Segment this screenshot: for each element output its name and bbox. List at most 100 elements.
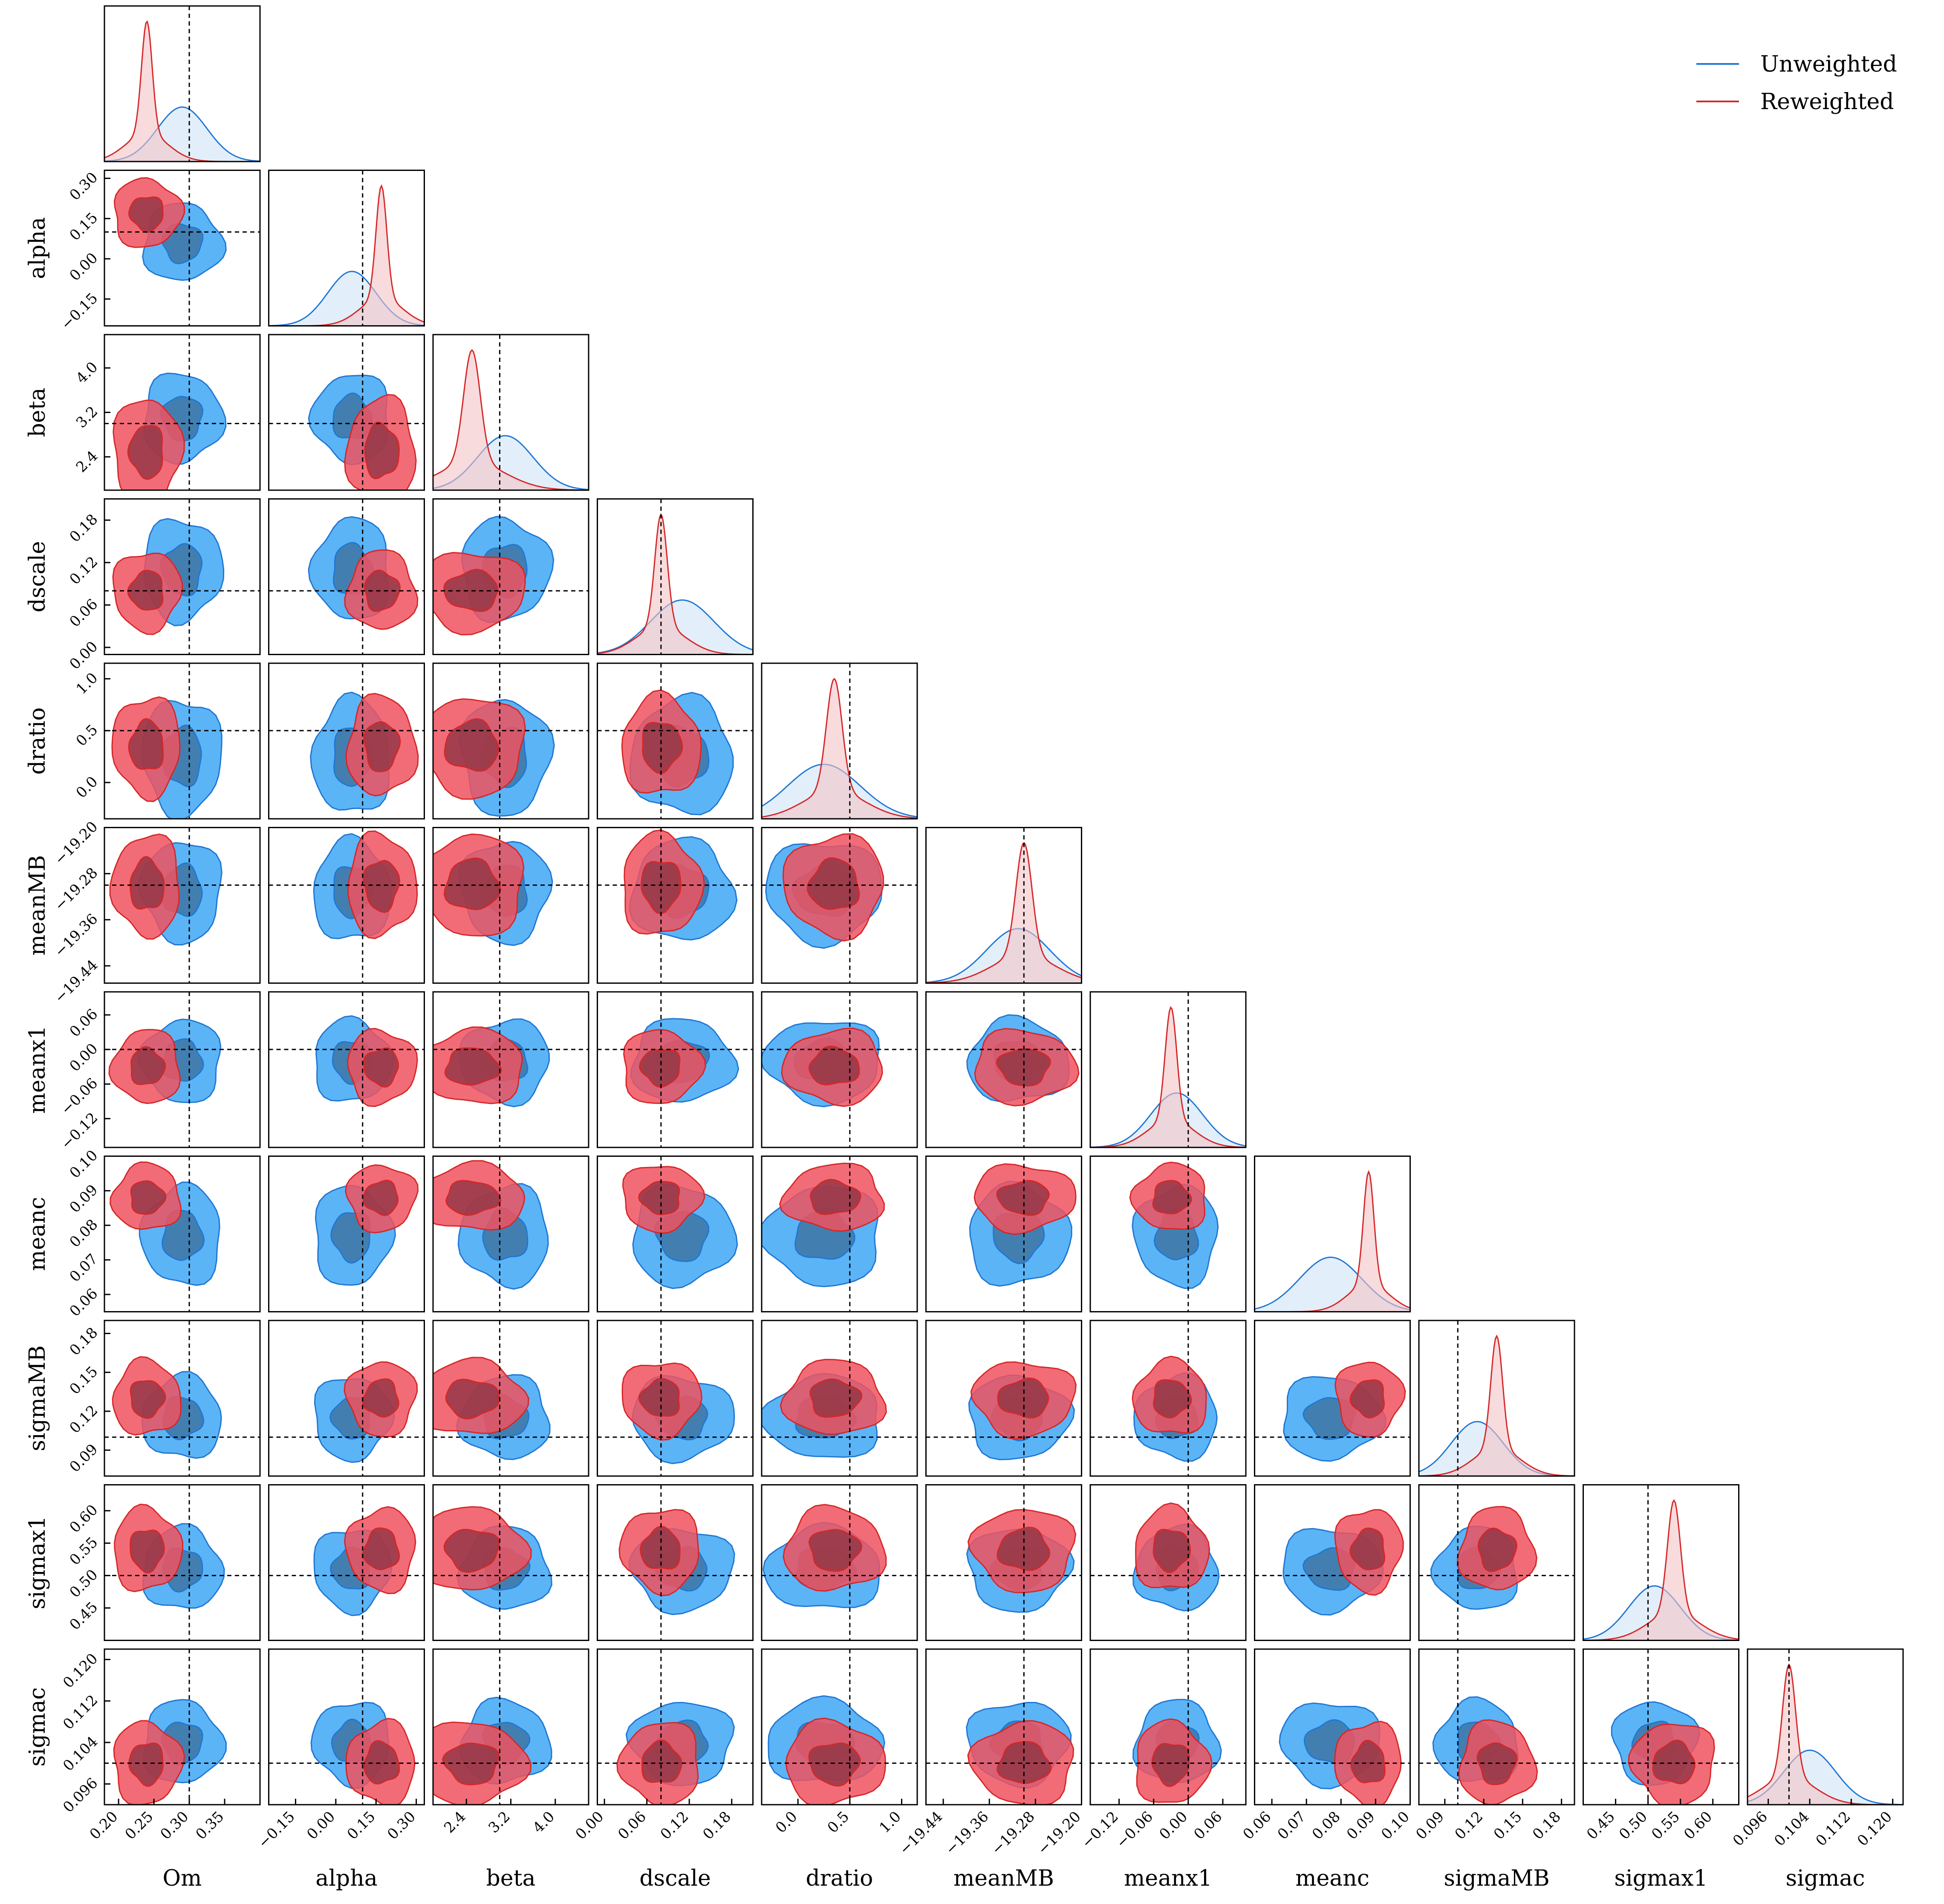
panel-frame [1747,1648,1904,1806]
contour-inner-reweighted [806,857,860,910]
marginal-fill-reweighted-dscale [597,514,753,655]
xtick-label: 0.096 [1730,1808,1771,1849]
contour-inner-reweighted [638,1378,680,1417]
panel-sigmac-vs-beta: 2.4 3.2 4.0 beta [432,1648,589,1891]
panel-frame [925,1648,1082,1806]
xaxis-label-meanmb: meanMB [953,1866,1054,1891]
marginal-curve-reweighted-beta [433,349,589,490]
contour-inner-reweighted [444,718,500,772]
contour-inner-reweighted [444,1047,502,1086]
marginal-fill-reweighted-sigmac [1748,1664,1903,1805]
panel-frame [597,827,754,984]
contour-inner-reweighted [638,1049,681,1088]
contour-inner-reweighted [1349,1527,1386,1571]
panel-meanx1-vs-om: −0.12−0.060.000.06 meanx1 [25,991,261,1153]
panel-sigmamb-vs-meanc [1254,1320,1411,1477]
xtick-label: 0.06 [1240,1808,1275,1843]
xtick-label: −0.15 [255,1808,298,1852]
panel-frame [432,1320,589,1477]
panel-frame [1254,1320,1411,1477]
contour-inner-reweighted [130,1529,165,1574]
ytick-label: 0.06 [66,595,101,630]
panel-sigmax1-vs-sigmamb [1418,1484,1575,1641]
xtick-label: −19.20 [1034,1808,1084,1858]
xtick-label: 1.0 [876,1808,904,1837]
xtick-label: 0.55 [1648,1808,1683,1843]
contour-inner-reweighted [642,722,683,774]
marginal-curve-reweighted-meanmb [926,842,1082,983]
contour-inner-reweighted [128,196,164,233]
panel-dscale-vs-beta [432,498,589,655]
contour-inner-reweighted [363,1047,399,1088]
panel-meanc-vs-meanmb [925,1156,1082,1312]
contour-inner-reweighted [1349,1379,1385,1419]
contour-inner-reweighted [364,421,400,480]
panel-sigmax1-vs-meanx1 [1089,1484,1247,1641]
panel-meanx1-vs-dscale [597,991,754,1148]
panel-sigmac-vs-sigmac: 0.096 0.104 0.112 0.120 sigmac [1730,1648,1904,1891]
panel-sigmac-vs-dscale: 0.00 0.06 0.12 0.18 dscale [572,1648,754,1891]
panel-frame [1418,1484,1575,1641]
panel-frame [1254,1648,1411,1806]
contour-inner-reweighted [130,1180,167,1215]
ytick-label: 0.00 [66,249,101,284]
panel-meanx1-vs-dratio [761,991,918,1148]
xtick-label: 0.50 [1616,1808,1651,1843]
panel-frame [597,1320,754,1477]
panel-dratio-vs-alpha [268,662,425,820]
contour-inner-reweighted [809,1378,863,1418]
panel-sigmamb-vs-dscale [597,1320,754,1477]
panel-alpha-vs-alpha [268,170,425,326]
panel-frame [597,1484,754,1641]
xtick-label: −0.06 [1113,1808,1156,1852]
panel-meanc-vs-meanc [1254,1156,1411,1312]
panel-meanx1-vs-meanx1 [1089,991,1247,1148]
panel-frame [104,1648,261,1806]
yaxis-label-meanc: meanc [25,1197,50,1271]
panel-sigmamb-vs-sigmamb [1418,1320,1575,1477]
xtick-label: 0.25 [122,1808,157,1843]
panel-sigmac-vs-meanc: 0.06 0.07 0.08 0.09 0.10 meanc [1240,1648,1413,1891]
contour-inner-reweighted [810,1179,861,1215]
xtick-label: 0.12 [1452,1808,1487,1843]
yaxis-label-meanmb: meanMB [25,855,50,956]
panel-frame [268,1156,425,1312]
panel-sigmax1-vs-meanmb [925,1484,1082,1641]
contour-inner-reweighted [638,1181,680,1216]
ytick-label: −0.12 [58,1109,101,1153]
panel-frame [432,1156,589,1312]
xtick-label: 0.120 [1854,1808,1895,1849]
panel-dscale-vs-om: 0.00 0.06 0.12 0.18 dscale [25,498,261,673]
panel-frame [925,1484,1082,1641]
contour-inner-reweighted [1350,1739,1386,1783]
panel-frame [1089,1484,1247,1641]
marginal-curve-reweighted-sigmax1 [1583,1499,1739,1641]
marginal-fill-reweighted-sigmamb [1419,1336,1574,1476]
panel-frame [104,5,261,162]
contour-inner-reweighted [445,1180,502,1216]
panel-frame [432,1648,589,1806]
panel-sigmac-vs-alpha: −0.15 0.00 0.15 0.30 alpha [255,1648,425,1891]
panel-sigmamb-vs-meanx1 [1089,1320,1247,1477]
xtick-label: 0.15 [1490,1808,1525,1843]
xaxis-label-meanc: meanc [1295,1866,1369,1891]
contour-inner-reweighted [443,1528,500,1573]
panel-sigmac-vs-dratio: 0.0 0.5 1.0 dratio [761,1648,918,1891]
panel-beta-vs-beta [432,334,589,491]
panel-meanmb-vs-dratio [761,827,918,984]
panel-sigmamb-vs-beta [432,1320,589,1477]
marginal-fill-reweighted-om [104,21,260,162]
xtick-label: −19.28 [988,1808,1038,1858]
panel-frame [925,1320,1082,1477]
panel-sigmac-vs-meanx1: −0.12−0.06 0.00 0.06 meanx1 [1078,1648,1247,1891]
legend-label-reweighted: Reweighted [1760,89,1894,115]
panel-frame [432,334,589,491]
panel-dratio-vs-dratio [761,662,918,820]
ytick-label: −19.44 [51,956,101,1006]
xtick-label: 0.30 [384,1808,419,1843]
marginal-fill-reweighted-meanx1 [1090,1007,1246,1147]
panel-frame [432,662,589,820]
panel-frame [432,991,589,1148]
panel-frame [761,1156,918,1312]
yaxis-label-meanx1: meanx1 [25,1026,50,1114]
